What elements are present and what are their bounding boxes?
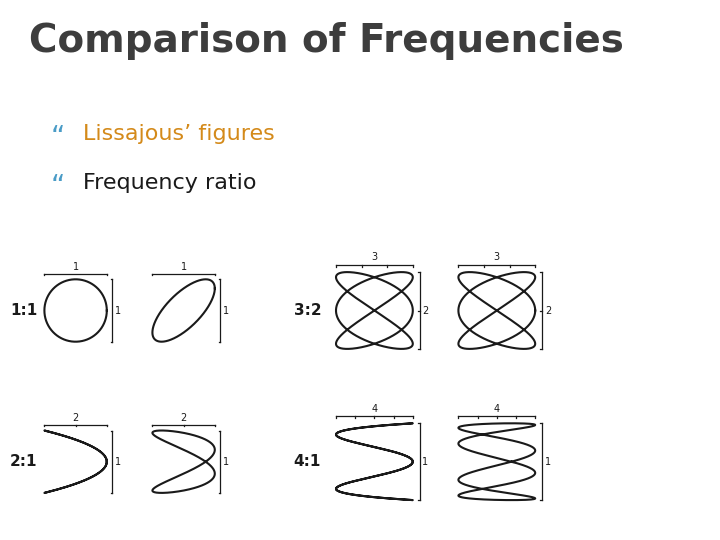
Text: 4:1: 4:1 — [294, 454, 321, 469]
Text: 1: 1 — [423, 457, 428, 467]
Text: 1: 1 — [222, 306, 229, 315]
Text: 3: 3 — [494, 253, 500, 262]
Text: 2: 2 — [181, 413, 186, 423]
Text: “: “ — [50, 173, 65, 201]
Text: 1: 1 — [73, 261, 78, 272]
Text: 1: 1 — [222, 457, 229, 467]
Text: Lissajous’ figures: Lissajous’ figures — [83, 124, 274, 144]
Text: 2:1: 2:1 — [10, 454, 37, 469]
Text: 3: 3 — [372, 253, 377, 262]
Text: 2: 2 — [423, 306, 428, 315]
Text: Frequency ratio: Frequency ratio — [83, 173, 256, 193]
Text: 1:1: 1:1 — [10, 303, 37, 318]
Text: 1: 1 — [181, 261, 186, 272]
Text: 4: 4 — [372, 404, 377, 414]
Text: “: “ — [50, 124, 65, 152]
Text: 1: 1 — [114, 457, 121, 467]
Text: 2: 2 — [545, 306, 551, 315]
Text: Comparison of Frequencies: Comparison of Frequencies — [29, 22, 624, 59]
Text: 1: 1 — [545, 457, 551, 467]
Text: 2: 2 — [73, 413, 78, 423]
Text: 3:2: 3:2 — [294, 303, 321, 318]
Text: 1: 1 — [114, 306, 121, 315]
Text: 4: 4 — [494, 404, 500, 414]
